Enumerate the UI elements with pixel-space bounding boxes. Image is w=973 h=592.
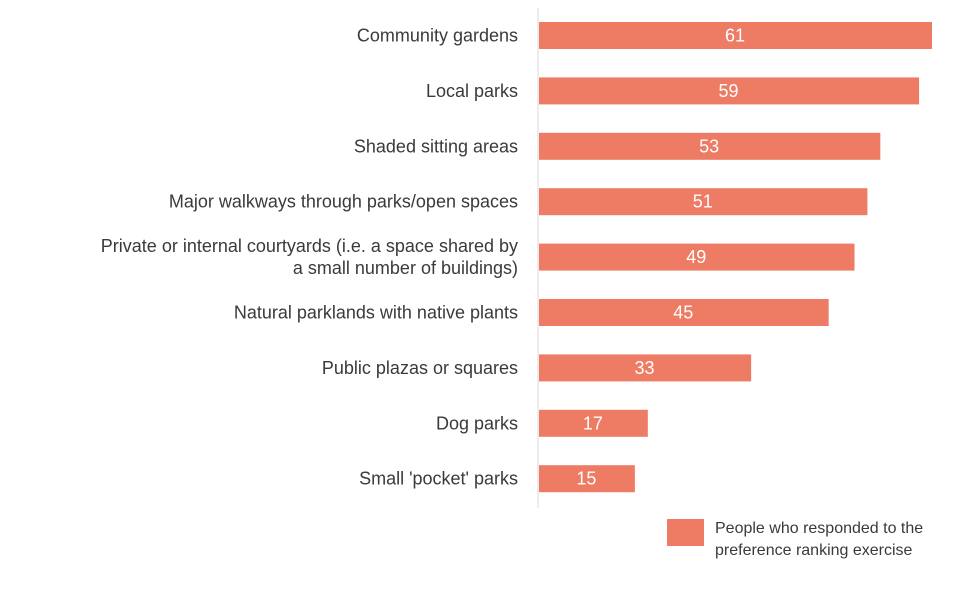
category-label: Local parks bbox=[426, 81, 518, 101]
legend: People who responded to the preference r… bbox=[667, 519, 923, 559]
legend-label-line-1: People who responded to the bbox=[715, 520, 923, 537]
bar bbox=[539, 132, 881, 160]
bar-value-label: 33 bbox=[635, 358, 655, 378]
bar-value-label: 45 bbox=[673, 303, 693, 323]
legend-label-line-2: preference ranking exercise bbox=[715, 542, 913, 559]
category-label: Major walkways through parks/open spaces bbox=[169, 192, 518, 212]
bar bbox=[539, 77, 920, 105]
category-label: Dog parks bbox=[436, 413, 518, 433]
bar-value-label: 17 bbox=[583, 413, 603, 433]
category-label: a small number of buildings) bbox=[293, 258, 518, 278]
category-label: Natural parklands with native plants bbox=[234, 303, 518, 323]
category-label: Small 'pocket' parks bbox=[359, 469, 518, 489]
bar-value-label: 15 bbox=[576, 469, 596, 489]
bar bbox=[539, 409, 648, 437]
bar-group: 61 Community gardens 59 Local parks 53 Shaded… bbox=[101, 22, 932, 493]
bar bbox=[539, 299, 829, 326]
bar bbox=[539, 243, 855, 271]
bar bbox=[539, 354, 752, 382]
category-label: Shaded sitting areas bbox=[354, 136, 518, 156]
bar-value-label: 51 bbox=[693, 192, 713, 212]
bar-value-label: 59 bbox=[719, 81, 739, 101]
bar bbox=[539, 188, 868, 216]
bar-value-label: 61 bbox=[725, 26, 745, 46]
bar bbox=[539, 465, 635, 493]
bar-value-label: 53 bbox=[699, 136, 719, 156]
category-label: Public plazas or squares bbox=[322, 358, 518, 378]
category-label: Private or internal courtyards (i.e. a s… bbox=[101, 236, 518, 256]
category-label: Community gardens bbox=[357, 26, 518, 46]
bar bbox=[539, 22, 932, 49]
bar-value-label: 49 bbox=[686, 247, 706, 267]
legend-swatch bbox=[667, 519, 704, 546]
